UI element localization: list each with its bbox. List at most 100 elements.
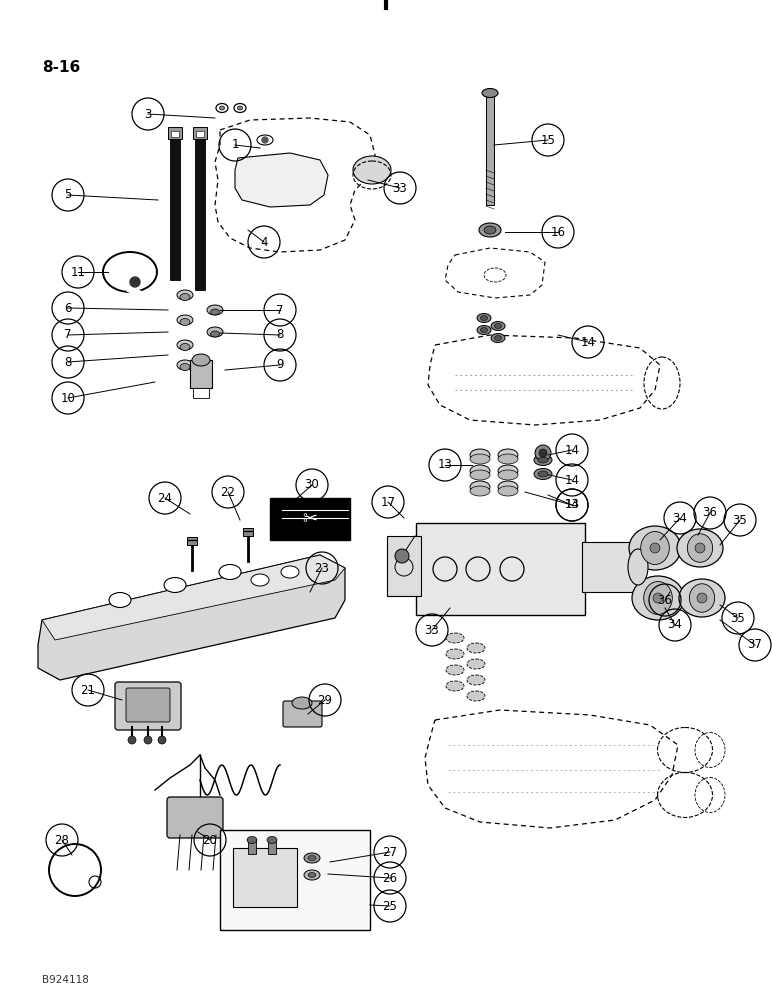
Ellipse shape bbox=[109, 592, 131, 607]
Ellipse shape bbox=[498, 449, 518, 461]
Bar bbox=[190, 360, 212, 388]
Ellipse shape bbox=[177, 340, 193, 350]
Text: 22: 22 bbox=[221, 486, 235, 498]
Ellipse shape bbox=[446, 681, 464, 691]
Ellipse shape bbox=[180, 294, 190, 300]
Text: 36: 36 bbox=[703, 506, 717, 520]
Circle shape bbox=[158, 736, 166, 744]
Ellipse shape bbox=[164, 578, 186, 592]
Circle shape bbox=[539, 449, 547, 457]
Bar bbox=[220, 830, 370, 930]
Ellipse shape bbox=[477, 326, 491, 334]
Ellipse shape bbox=[480, 328, 487, 332]
Circle shape bbox=[697, 593, 707, 603]
Ellipse shape bbox=[470, 486, 490, 496]
Text: 1: 1 bbox=[232, 138, 239, 151]
Bar bbox=[248, 840, 256, 854]
Text: 7: 7 bbox=[64, 328, 72, 342]
Ellipse shape bbox=[177, 290, 193, 300]
Ellipse shape bbox=[308, 856, 316, 860]
Ellipse shape bbox=[470, 470, 490, 480]
Ellipse shape bbox=[534, 468, 552, 480]
Text: 29: 29 bbox=[317, 694, 333, 706]
Ellipse shape bbox=[479, 223, 501, 237]
Ellipse shape bbox=[677, 529, 723, 567]
Text: 4: 4 bbox=[260, 235, 268, 248]
Text: 28: 28 bbox=[55, 834, 69, 846]
Bar bbox=[193, 388, 209, 398]
Text: 13: 13 bbox=[564, 498, 580, 512]
FancyBboxPatch shape bbox=[582, 542, 639, 592]
Bar bbox=[196, 131, 204, 137]
Text: 33: 33 bbox=[393, 182, 408, 194]
Bar bbox=[170, 135, 180, 280]
Circle shape bbox=[650, 543, 660, 553]
Bar bbox=[193, 127, 207, 139]
FancyBboxPatch shape bbox=[126, 688, 170, 722]
Polygon shape bbox=[38, 555, 345, 680]
Ellipse shape bbox=[687, 534, 713, 562]
FancyBboxPatch shape bbox=[416, 523, 585, 615]
Ellipse shape bbox=[308, 872, 316, 878]
Ellipse shape bbox=[498, 481, 518, 493]
Text: B924118: B924118 bbox=[42, 975, 89, 985]
Text: 14: 14 bbox=[564, 498, 580, 512]
Ellipse shape bbox=[446, 633, 464, 643]
Ellipse shape bbox=[219, 106, 225, 110]
Ellipse shape bbox=[238, 106, 242, 110]
Ellipse shape bbox=[211, 309, 219, 315]
Circle shape bbox=[395, 549, 409, 563]
Ellipse shape bbox=[180, 363, 190, 370]
Text: 7: 7 bbox=[276, 304, 284, 316]
Ellipse shape bbox=[467, 691, 485, 701]
Circle shape bbox=[130, 277, 140, 287]
Ellipse shape bbox=[281, 566, 299, 578]
Ellipse shape bbox=[484, 226, 496, 234]
Ellipse shape bbox=[477, 314, 491, 322]
Text: 14: 14 bbox=[564, 474, 580, 487]
Text: 10: 10 bbox=[60, 391, 76, 404]
Ellipse shape bbox=[632, 576, 684, 620]
Text: 9: 9 bbox=[276, 359, 284, 371]
Circle shape bbox=[128, 736, 136, 744]
FancyBboxPatch shape bbox=[283, 701, 322, 727]
Text: 24: 24 bbox=[157, 491, 172, 504]
Ellipse shape bbox=[538, 471, 548, 477]
Circle shape bbox=[535, 445, 551, 461]
Ellipse shape bbox=[180, 318, 190, 326]
Ellipse shape bbox=[498, 465, 518, 477]
Text: 8-16: 8-16 bbox=[42, 60, 80, 75]
Ellipse shape bbox=[247, 836, 257, 844]
Ellipse shape bbox=[498, 454, 518, 464]
Ellipse shape bbox=[628, 549, 648, 585]
Ellipse shape bbox=[480, 316, 487, 320]
Text: 35: 35 bbox=[730, 611, 746, 624]
Text: 14: 14 bbox=[581, 336, 595, 349]
Ellipse shape bbox=[467, 659, 485, 669]
Text: 6: 6 bbox=[64, 302, 72, 314]
Ellipse shape bbox=[689, 584, 715, 612]
Text: 20: 20 bbox=[202, 834, 218, 846]
Text: 3: 3 bbox=[144, 107, 151, 120]
Ellipse shape bbox=[211, 331, 219, 337]
Ellipse shape bbox=[498, 486, 518, 496]
FancyBboxPatch shape bbox=[387, 536, 421, 596]
Ellipse shape bbox=[207, 305, 223, 315]
FancyBboxPatch shape bbox=[233, 848, 297, 907]
Text: 23: 23 bbox=[314, 562, 330, 574]
Text: 35: 35 bbox=[733, 514, 747, 526]
Bar bbox=[243, 528, 253, 536]
Ellipse shape bbox=[470, 465, 490, 477]
Ellipse shape bbox=[177, 360, 193, 370]
Text: 33: 33 bbox=[425, 624, 439, 637]
Ellipse shape bbox=[470, 481, 490, 493]
Text: ✂: ✂ bbox=[303, 510, 317, 528]
Bar bbox=[195, 135, 205, 290]
Circle shape bbox=[653, 593, 663, 603]
Ellipse shape bbox=[491, 334, 505, 342]
Circle shape bbox=[144, 736, 152, 744]
Ellipse shape bbox=[644, 582, 672, 614]
Ellipse shape bbox=[180, 344, 190, 351]
Ellipse shape bbox=[219, 564, 241, 580]
Text: 34: 34 bbox=[668, 618, 682, 632]
